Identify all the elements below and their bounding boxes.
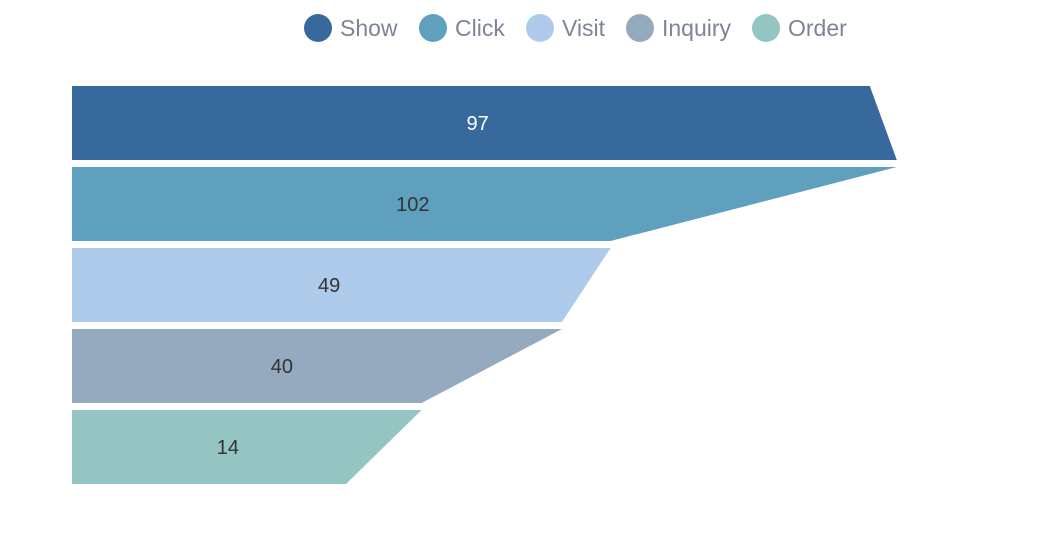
funnel-segment-visit[interactable] <box>72 248 611 322</box>
legend-item-show[interactable]: Show <box>304 14 398 42</box>
legend-marker <box>304 14 332 42</box>
data-label: 49 <box>318 275 340 297</box>
data-label: 14 <box>217 437 239 459</box>
data-label: 97 <box>467 113 489 135</box>
data-label: 40 <box>271 356 293 378</box>
funnel-segment-order[interactable] <box>72 410 422 484</box>
legend-label: Order <box>788 15 847 41</box>
legend-label: Click <box>455 15 505 41</box>
legend-item-click[interactable]: Click <box>419 14 505 42</box>
funnel-segment-inquiry[interactable] <box>72 329 562 403</box>
legend-label: Visit <box>562 15 606 41</box>
legend-marker <box>419 14 447 42</box>
funnel-segment-click[interactable] <box>72 167 897 241</box>
legend-label: Inquiry <box>662 15 732 41</box>
legend-item-visit[interactable]: Visit <box>526 14 606 42</box>
legend-item-inquiry[interactable]: Inquiry <box>626 14 732 42</box>
legend-label: Show <box>340 15 398 41</box>
legend-item-order[interactable]: Order <box>752 14 847 42</box>
legend-marker <box>526 14 554 42</box>
legend-marker <box>626 14 654 42</box>
data-label: 102 <box>396 194 429 216</box>
funnel-segment-show[interactable] <box>72 86 897 160</box>
legend-marker <box>752 14 780 42</box>
